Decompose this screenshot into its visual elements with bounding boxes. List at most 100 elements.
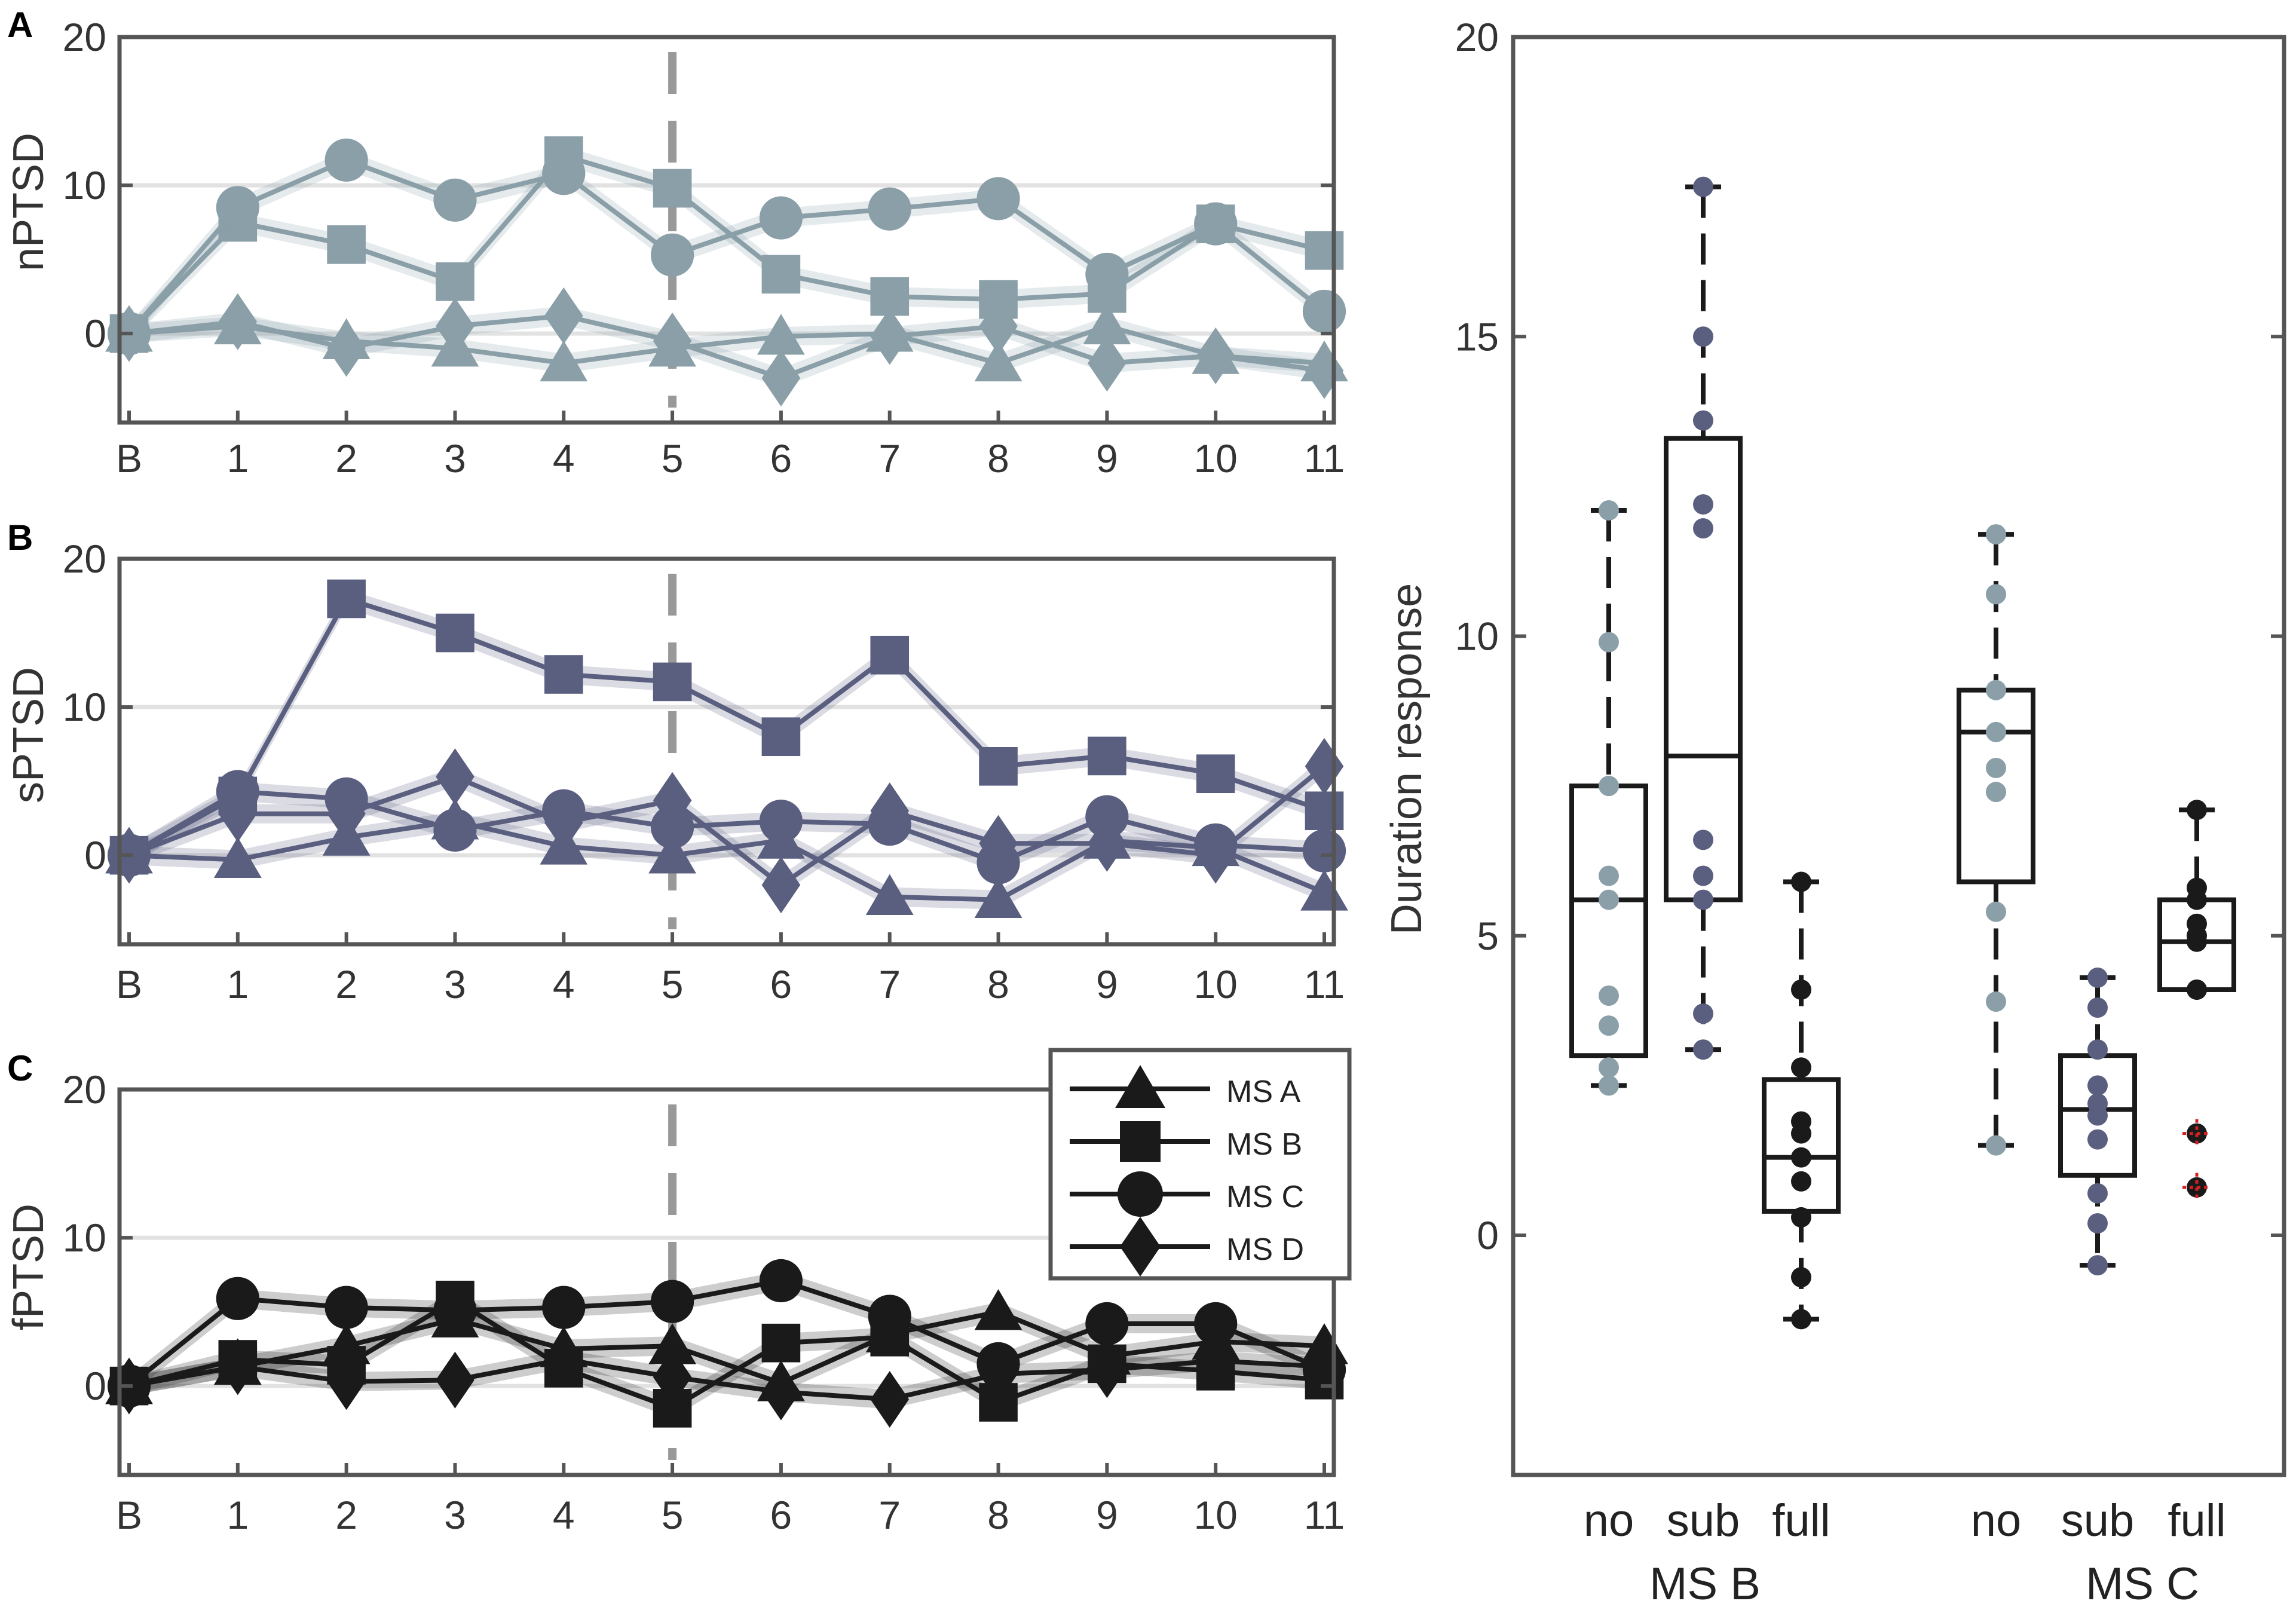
point-ms-b-5	[653, 662, 692, 702]
point-ms-d-9	[1088, 815, 1126, 872]
point-ms-c-9	[1085, 1302, 1129, 1346]
legend-marker-ms-b	[1120, 1121, 1161, 1162]
x-tick-label-10: 10	[1193, 436, 1237, 480]
point-ms-a-5	[648, 1323, 696, 1364]
x-tick-label-5: 5	[662, 436, 684, 480]
series-ms-c-band	[129, 1271, 1324, 1396]
point-ms-d-10	[1196, 327, 1235, 384]
point-ms-c-sub-7	[2087, 1183, 2108, 1204]
point-ms-c-6	[759, 1259, 803, 1303]
point-ms-c-7	[868, 1294, 911, 1338]
point-ms-b-full-0	[1791, 871, 1811, 892]
point-ms-c-1	[216, 186, 259, 229]
point-ms-d-1	[218, 293, 258, 350]
point-ms-d-6	[761, 1363, 801, 1421]
x-label-ms-c-full: full	[2168, 1495, 2225, 1546]
point-ms-b-full-7	[1791, 1207, 1811, 1228]
point-ms-c-sub-3	[2087, 1075, 2108, 1096]
point-ms-b-6	[761, 1323, 801, 1363]
point-ms-a-4	[540, 340, 588, 382]
point-ms-c-no-8	[1986, 1135, 2006, 1156]
point-ms-b-8	[979, 747, 1018, 786]
panel-b-sptsd: B sPTSD 0 10 20 B 1 2 3 4 5 6 7 8 9 10 11	[5, 518, 1348, 1006]
legend-box	[1048, 1048, 1352, 1281]
series-ms-b-band	[129, 146, 1324, 344]
point-ms-b-6	[761, 255, 801, 294]
panel-a-y-ticks: 0 10 20	[63, 15, 1334, 356]
point-ms-d-4	[544, 1331, 583, 1388]
point-ms-b-sub-3	[1693, 494, 1713, 515]
point-ms-b-full-6	[1791, 1171, 1811, 1192]
point-ms-d-10	[1196, 827, 1235, 884]
point-ms-c-2	[324, 1285, 368, 1329]
x-label-ms-b-no: no	[1584, 1495, 1634, 1546]
point-ms-c-no-3	[1986, 721, 2006, 742]
x-label-ms-c-no: no	[1971, 1495, 2022, 1546]
point-ms-c-no-7	[1986, 991, 2006, 1012]
legend-label-ms-b: MS B	[1226, 1127, 1302, 1162]
x-tick-label-9: 9	[1096, 436, 1118, 480]
point-ms-a-11	[1300, 870, 1348, 911]
point-ms-c-full-0	[2187, 800, 2207, 821]
series-ms-d-band	[129, 306, 1324, 388]
x-tick-label-b: B	[116, 1493, 142, 1537]
point-ms-c-3	[433, 1288, 477, 1332]
x-label-ms-b-sub: sub	[1667, 1495, 1740, 1546]
point-ms-d-5	[653, 313, 692, 370]
legend-label-ms-a: MS A	[1226, 1075, 1301, 1109]
point-ms-b-sub-5	[1693, 830, 1713, 850]
x-tick-label-11: 11	[1304, 962, 1345, 1006]
point-ms-b-sub-2	[1693, 410, 1713, 431]
panel-letter-c: C	[7, 1048, 33, 1088]
point-ms-b-2	[327, 579, 366, 619]
y-tick-label-0: 0	[84, 311, 106, 356]
x-tick-label-3: 3	[444, 1493, 466, 1537]
point-ms-c-no-2	[1986, 680, 2006, 700]
point-ms-c-4	[542, 152, 586, 195]
point-ms-c-full-5	[2187, 931, 2207, 952]
box-ms-b-no	[1569, 500, 1648, 1096]
point-ms-c-5	[650, 233, 694, 277]
point-ms-c-no-0	[1986, 524, 2006, 545]
point-ms-b-5	[653, 169, 692, 208]
point-ms-b-no-7	[1599, 1057, 1619, 1078]
point-ms-d-2	[327, 320, 366, 377]
x-tick-label-9: 9	[1096, 1493, 1118, 1537]
point-ms-a-8	[974, 1289, 1023, 1330]
series-ms-c-band	[129, 150, 1324, 344]
box-ms-c-full	[2157, 800, 2236, 1202]
panel-a-series	[105, 136, 1348, 407]
point-ms-a-9	[1083, 303, 1131, 345]
x-tick-label-6: 6	[770, 1493, 792, 1537]
x-label-ms-b-full: full	[1772, 1495, 1830, 1546]
y-tick-label-0: 0	[84, 833, 106, 877]
x-tick-label-4: 4	[553, 436, 575, 480]
panel-d-boxes	[1569, 176, 2236, 1330]
series-ms-b-band	[129, 1290, 1324, 1418]
point-ms-b-10	[1196, 754, 1235, 794]
y-tick-label-15: 15	[1455, 314, 1499, 359]
point-ms-c-11	[1302, 289, 1346, 333]
point-ms-b-sub-8	[1693, 1003, 1713, 1024]
x-tick-label-2: 2	[335, 962, 357, 1006]
point-ms-d-3	[436, 1351, 474, 1409]
x-tick-label-7: 7	[878, 436, 901, 480]
series-ms-d-band	[129, 757, 1324, 895]
x-tick-label-b: B	[116, 962, 142, 1006]
x-tick-label-11: 11	[1304, 1493, 1345, 1537]
point-ms-a-6	[757, 314, 805, 355]
x-tick-label-5: 5	[662, 962, 684, 1006]
point-ms-d-9	[1088, 335, 1126, 392]
point-ms-c-2	[324, 138, 368, 182]
point-ms-b-full-2	[1791, 1057, 1811, 1078]
point-ms-c-sub-0	[2087, 967, 2108, 988]
point-ms-c-6	[759, 196, 803, 240]
panel-letter-b: B	[7, 518, 33, 558]
point-ms-c-11	[1302, 829, 1346, 873]
point-ms-b-9	[1088, 736, 1126, 776]
box-ms-b-full	[1762, 871, 1841, 1330]
x-tick-label-8: 8	[987, 1493, 1009, 1537]
y-axis-label-a: nPTSD	[5, 133, 53, 271]
